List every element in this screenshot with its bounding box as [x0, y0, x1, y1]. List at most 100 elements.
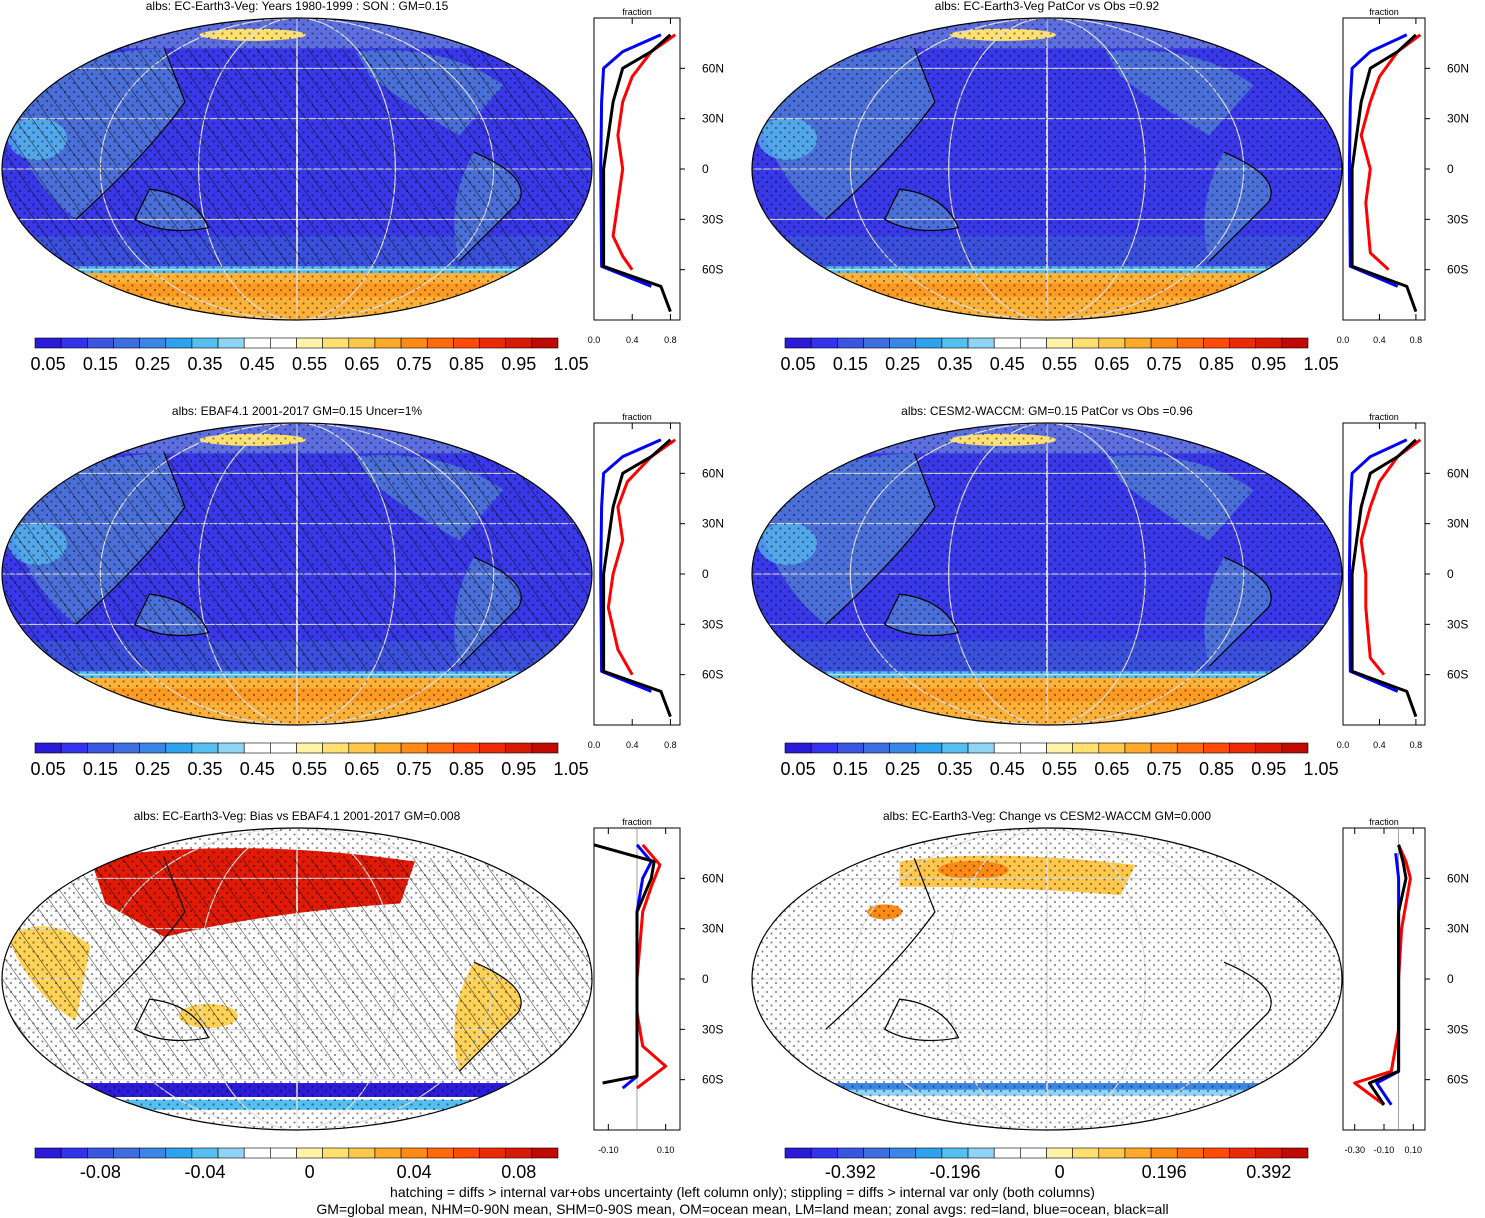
colorbar-swatch — [915, 1147, 943, 1159]
colorbar-label: 0.45 — [240, 759, 275, 779]
profile-xlabel: fraction — [1369, 817, 1399, 827]
profile-ytick-label: 0 — [1447, 567, 1454, 581]
colorbar-label: -0.392 — [825, 1162, 876, 1180]
colorbar-swatch — [836, 337, 864, 349]
colorbar-swatch — [243, 337, 271, 349]
map-title: albs: EBAF4.1 2001-2017 GM=0.15 Uncer=1% — [172, 404, 422, 418]
zonal-profile-1: fraction 0.0 0.4 0.8 60N 30N 0 30S 60S — [588, 7, 724, 345]
colorbar-swatch — [1020, 337, 1047, 349]
colorbar-swatch — [453, 1147, 480, 1159]
colorbar-swatch — [1255, 337, 1283, 349]
colorbar-label: 0.95 — [501, 759, 536, 779]
map-panel-6: albs: EC-Earth3-Veg: Change vs CESM2-WAC… — [751, 809, 1343, 1131]
colorbar-swatch — [87, 742, 114, 754]
colorbar-swatch — [243, 742, 271, 754]
colorbar-swatch — [1150, 337, 1178, 349]
colorbar-label: 0 — [305, 1162, 315, 1180]
colorbar-swatch — [113, 742, 140, 754]
profile-series-line-2 — [1350, 33, 1418, 313]
profile-xlabel: fraction — [622, 817, 652, 827]
colorbar-swatch — [165, 1147, 193, 1159]
colorbar-swatch — [993, 742, 1021, 754]
profile-series-line-1 — [599, 438, 662, 693]
colorbar-swatch — [1020, 742, 1047, 754]
colorbar-swatch — [863, 337, 890, 349]
map-title: albs: EC-Earth3-Veg PatCor vs Obs =0.92 — [935, 0, 1160, 13]
colorbar-swatch — [1203, 1147, 1230, 1159]
profile-xtick-label: 0.8 — [1410, 740, 1423, 750]
profile-xtick-label: 0.10 — [1405, 1145, 1423, 1155]
colorbar-label: 0.65 — [344, 354, 379, 374]
colorbar-swatch — [1176, 337, 1204, 349]
colorbar-swatch — [1124, 1147, 1152, 1159]
colorbar-label: 1.05 — [554, 759, 589, 779]
colorbar-swatch — [1124, 337, 1152, 349]
colorbar-label: 0.95 — [1251, 354, 1286, 374]
profile-ytick-label: 30S — [1447, 617, 1468, 631]
colorbar-1: 0.05 0.15 0.25 0.35 0.45 0.55 0.65 0.75 0.85 0.95… — [31, 337, 589, 374]
colorbar-label: 0.25 — [135, 354, 170, 374]
profile-ytick-label: 60S — [702, 1073, 723, 1087]
colorbar-swatch — [889, 1147, 917, 1159]
colorbar-label: 0.15 — [83, 759, 118, 779]
colorbar-swatch — [1020, 1147, 1047, 1159]
colorbar-swatch — [784, 1147, 812, 1159]
colorbar-swatch — [34, 742, 62, 754]
profile-series-line-1 — [1347, 33, 1408, 288]
colorbar-swatch — [270, 337, 297, 349]
colorbar-6: -0.392 -0.196 0 0.196 0.392 — [784, 1147, 1309, 1180]
colorbar-swatch — [191, 1147, 219, 1159]
colorbar-swatch — [1281, 742, 1309, 754]
colorbar-swatch — [322, 337, 350, 349]
colorbar-swatch — [810, 742, 838, 754]
map-outline — [751, 17, 1343, 321]
colorbar-swatch — [348, 337, 376, 349]
colorbar-label: 0.95 — [1251, 759, 1286, 779]
map-outline — [751, 422, 1343, 726]
colorbar-swatch — [889, 337, 917, 349]
colorbar-swatch — [1229, 1147, 1257, 1159]
profile-xtick-label: 0.0 — [1337, 740, 1350, 750]
colorbar-label: 0.65 — [344, 759, 379, 779]
profile-series-line-0 — [1359, 438, 1422, 676]
profile-ytick-label: 30N — [1447, 922, 1469, 936]
colorbar-label: 0.55 — [292, 759, 327, 779]
colorbar-label: 1.05 — [554, 354, 589, 374]
colorbar-swatch — [322, 1147, 350, 1159]
zonal-profile-2: fraction 0.0 0.4 0.8 60N 30N 0 30S 60S — [1337, 7, 1469, 345]
colorbar-swatch — [374, 1147, 402, 1159]
colorbar-swatch — [1046, 1147, 1073, 1159]
colorbar-swatch — [426, 1147, 454, 1159]
colorbar-swatch — [863, 742, 890, 754]
profile-xtick-label: 0.4 — [626, 740, 639, 750]
colorbar-swatch — [863, 1147, 890, 1159]
profile-xtick-label: 0.8 — [664, 335, 677, 345]
colorbar-label: 0.65 — [1094, 759, 1129, 779]
colorbar-swatch — [1150, 1147, 1178, 1159]
colorbar-swatch — [139, 742, 167, 754]
map-panel-5: albs: EC-Earth3-Veg: Bias vs EBAF4.1 200… — [1, 809, 593, 1131]
colorbar-swatch — [322, 742, 350, 754]
colorbar-swatch — [1072, 1147, 1100, 1159]
colorbar-label: 0.25 — [885, 354, 920, 374]
colorbar-swatch — [139, 337, 167, 349]
colorbar-swatch — [915, 742, 943, 754]
colorbar-label: 0.75 — [397, 759, 432, 779]
colorbar-swatch — [784, 337, 812, 349]
colorbar-swatch — [1072, 742, 1100, 754]
colorbar-swatch — [453, 742, 480, 754]
colorbar-swatch — [426, 337, 454, 349]
map-panel-1: albs: EC-Earth3-Veg: Years 1980-1999 : S… — [1, 0, 593, 321]
colorbar-swatch — [1124, 742, 1152, 754]
colorbar-label: 0.15 — [83, 354, 118, 374]
colorbar-label: 0.05 — [31, 759, 66, 779]
colorbar-label: -0.08 — [80, 1162, 121, 1180]
colorbar-4: 0.05 0.15 0.25 0.35 0.45 0.55 0.65 0.75 0.85 0.95… — [781, 742, 1339, 779]
colorbar-swatch — [1176, 1147, 1204, 1159]
profile-xtick-label: 0.0 — [588, 740, 601, 750]
map-outline — [1, 422, 593, 726]
colorbar-label: 0.05 — [781, 759, 816, 779]
colorbar-swatch — [1255, 1147, 1283, 1159]
map-panel-4: albs: CESM2-WACCM: GM=0.15 PatCor vs Obs… — [751, 404, 1343, 726]
zonal-profile-3: fraction 0.0 0.4 0.8 60N 30N 0 30S 60S — [588, 412, 724, 750]
